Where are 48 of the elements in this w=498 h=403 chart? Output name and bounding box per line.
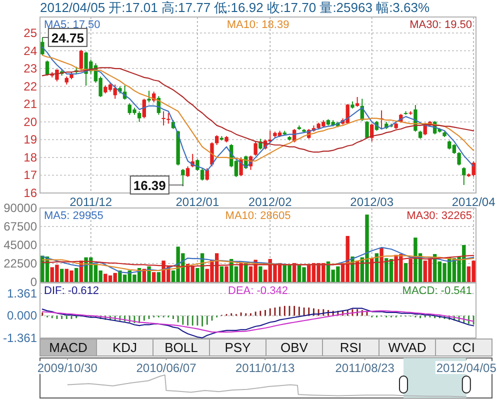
y-tick-label: 16 [24,186,38,200]
series-label: MA5: 17.50 [44,19,100,31]
text: MACD [49,340,88,355]
y-tick-label: 22500 [4,256,38,270]
text: MA5: 29955 [44,210,104,222]
y-tick-label: 90000 [4,201,38,215]
x-tick-label: 2009/10/30 [37,361,98,375]
text: RSI [340,340,362,355]
x-tick-label: 2011/12 [70,195,112,209]
text: MA30: 32265 [406,210,472,222]
x-tick-label: 2011/01/13 [236,361,296,375]
x-tick-label: 2012/01 [176,195,220,209]
y-tick-label: 45000 [4,238,38,252]
y-tick-label: 0.000 [6,308,38,323]
y-tick-label: 23 [24,62,38,76]
text: MA10: 18.39 [226,19,290,31]
x-tick-label: 2012/02 [248,195,292,209]
y-tick-label: 21 [24,97,38,112]
text: DEA: -0.342 [228,285,288,297]
text: BOLL [164,340,198,355]
y-tick-label: -1.361 [2,331,38,345]
x-tick-label: 2012/04/05 [436,361,497,375]
series-label: MACD: -0.541 [402,285,472,297]
series-label: DIF: -0.612 [44,285,100,297]
x-tick-label: 2011/08/23 [335,361,395,375]
y-tick-label: 20 [24,114,38,129]
y-tick-label: 18 [24,150,38,164]
text: KDJ [112,340,138,355]
annotation: 16.39 [133,178,166,193]
y-tick-label: 1.361 [6,286,38,300]
x-tick-label: 2012/03 [350,195,394,209]
y-tick-label: 25 [24,26,38,40]
y-tick-label: 22 [24,79,38,94]
text: PSY [224,340,252,355]
text: MA10: 28605 [225,210,291,222]
y-tick-label: 24 [24,44,38,58]
y-tick-label: 0 [30,275,38,289]
x-tick-label: 2012/04 [452,195,496,209]
x-tick-label: 2010/06/07 [136,361,197,375]
chart-title: 2012/04/05 开:17.01 高:17.77 低:16.92 收:17.70 量:25963 幅:3.63% [40,0,430,15]
y-tick-label: 67500 [4,220,38,234]
y-tick-label: 17 [24,168,38,182]
annotation: 24.75 [51,30,84,46]
text: MA30: 19.50 [410,19,472,31]
y-tick-label: 19 [24,132,38,147]
text: OBV [280,340,308,355]
text: WVAD [388,340,426,355]
text: CCI [452,340,475,355]
